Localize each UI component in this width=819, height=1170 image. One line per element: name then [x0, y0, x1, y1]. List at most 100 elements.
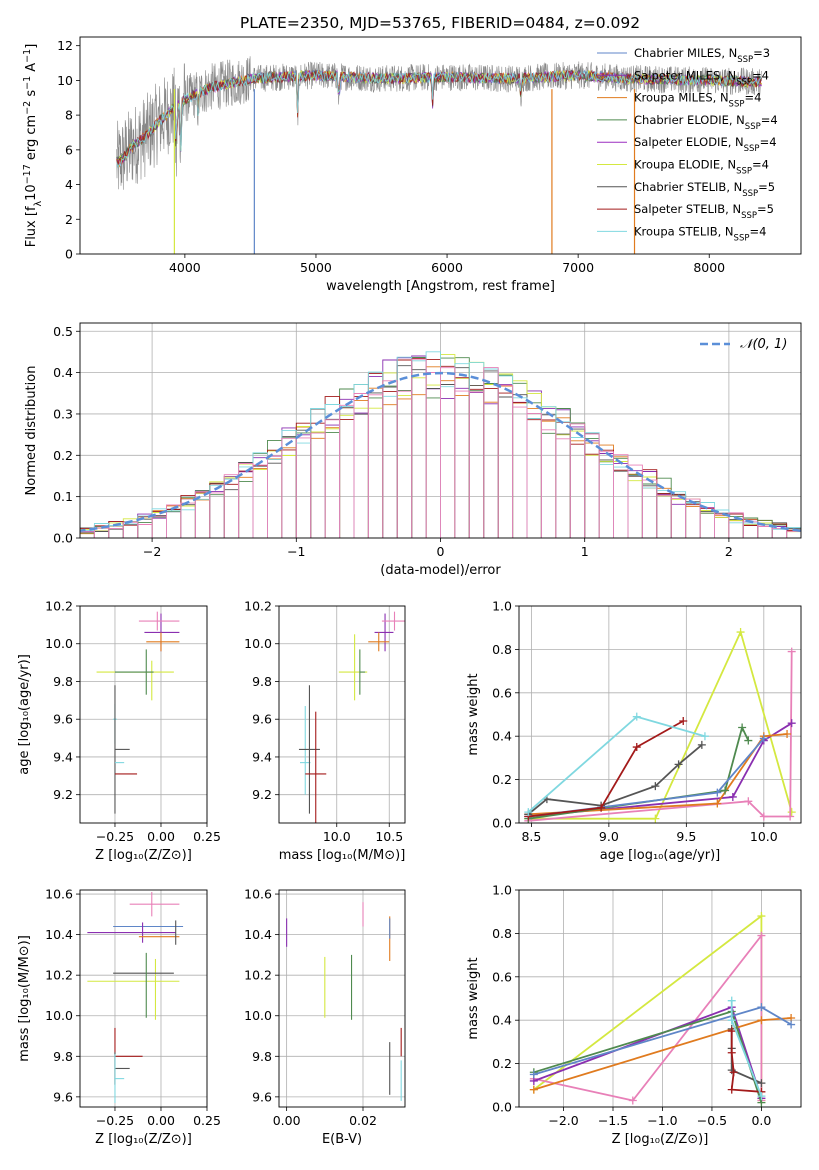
y-label-part: erg cm	[24, 115, 39, 164]
weight-marker	[787, 808, 796, 817]
y-tick-label: 0.5	[53, 324, 73, 339]
weight-marker	[757, 912, 766, 921]
weight-marker	[721, 786, 730, 795]
x-tick-label: −1.0	[647, 1113, 677, 1128]
figure-title: PLATE=2350, MJD=53765, FIBERID=0484, z=0…	[240, 14, 640, 32]
y-tick-label: 9.8	[53, 674, 73, 689]
weight-marker	[728, 792, 737, 801]
weight-marker	[787, 1020, 796, 1029]
y-tick-label: 10.0	[45, 1008, 73, 1023]
weight-series-3	[528, 733, 788, 816]
axes-spectrum: 4000 5000 6000 7000 8000 0 2 4 6 8 10 12	[57, 38, 725, 275]
y-label-part: 10	[24, 184, 39, 201]
y-tick-label: 10.6	[244, 887, 272, 902]
y-tick-label: 2	[65, 212, 73, 227]
weight-marker	[628, 1096, 637, 1105]
legend-count: =3	[753, 46, 770, 60]
model-spectrum-8	[116, 70, 762, 169]
legend-count: =4	[752, 158, 769, 172]
legend-subscript: SSP	[736, 167, 752, 177]
x-axis-label: Z [log₁₀(Z/Z⊙)]	[612, 1132, 709, 1147]
y-tick-label: 9.2	[53, 787, 73, 802]
x-tick-label: 4000	[169, 260, 201, 275]
weight-marker	[713, 799, 722, 808]
y-label-part: s	[24, 90, 39, 101]
y-tick-label: 0.4	[53, 365, 73, 380]
legend-gauss-label: 𝒩(0, 1)	[740, 337, 787, 352]
y-tick-label: 10.4	[244, 927, 272, 942]
weight-marker	[757, 931, 766, 940]
legend-subscript: SSP	[744, 144, 760, 154]
x-tick-label: 0.00	[147, 1113, 175, 1128]
x-tick-label: 0.00	[147, 829, 175, 844]
weight-marker	[729, 1068, 738, 1077]
y-label-part: A	[24, 63, 39, 76]
y-tick-label: 0.4	[492, 729, 512, 744]
y-tick-label: 0.0	[492, 1100, 512, 1115]
x-tick-label: −0.5	[697, 1113, 727, 1128]
x-tick-label: −1	[287, 544, 305, 559]
weight-series-2	[528, 722, 793, 818]
x-tick-label: 0.25	[193, 1113, 221, 1128]
weight-age-frame	[518, 605, 802, 824]
y-tick-label: 0.1	[53, 489, 73, 504]
weight-marker	[651, 814, 660, 823]
weight-marker	[757, 1016, 766, 1025]
age-mass-frame	[278, 605, 406, 824]
x-tick-label: 5000	[300, 260, 332, 275]
x-axis-label: mass [log₁₀(M/M⊙)]	[279, 848, 406, 863]
legend-count: =4	[752, 68, 769, 82]
y-axis-label: Normed distribution	[24, 366, 39, 496]
weight-marker	[727, 1016, 736, 1025]
axes-age-mass: 10.0 10.5 9.2 9.4 9.6 9.8 10.0 10.2	[244, 599, 405, 844]
weight-marker	[713, 788, 722, 797]
x-tick-label: 1	[581, 544, 589, 559]
weight-marker	[787, 647, 796, 656]
y-tick-label: 9.6	[53, 712, 73, 727]
legend-count: =4	[744, 91, 761, 105]
legend-subscript: SSP	[736, 77, 752, 87]
x-tick-label: −0.25	[96, 829, 134, 844]
legend-count: =4	[761, 113, 778, 127]
y-tick-label: 10.6	[45, 887, 73, 902]
y-tick-label: 9.2	[252, 787, 272, 802]
y-axis-label: Flux [fλ10−17 erg cm−2 s−1 A−1]	[22, 44, 44, 248]
y-tick-label: 10.0	[244, 636, 272, 651]
y-tick-label: 0	[65, 247, 73, 262]
legend-subscript: SSP	[734, 233, 750, 243]
legend-subscript: SSP	[745, 122, 761, 132]
weight-marker	[744, 736, 753, 745]
x-tick-label: −0.25	[96, 1113, 134, 1128]
weight-marker	[597, 803, 606, 812]
weight-marker	[757, 1079, 766, 1088]
weight-marker	[736, 628, 745, 637]
weight-marker	[679, 717, 688, 726]
weight-marker	[759, 734, 768, 743]
x-tick-label: 10.0	[323, 829, 351, 844]
x-axis-label: (data-model)/error	[380, 563, 501, 578]
y-tick-label: 1.0	[492, 883, 512, 898]
x-axis-label: wavelength [Angstrom, rest frame]	[326, 279, 555, 294]
y-axis-label: age [log₁₀(age/yr)]	[17, 654, 32, 775]
weight-marker	[783, 730, 792, 739]
y-label-part: Flux [f	[24, 206, 39, 247]
weight-marker	[786, 812, 795, 821]
x-tick-label: −1.5	[598, 1113, 628, 1128]
y-tick-label: 0.0	[492, 816, 512, 831]
y-axis-label: mass [log₁₀(M/M⊙)]	[17, 935, 32, 1062]
weight-marker	[738, 723, 747, 732]
y-label-part: −2	[22, 101, 33, 115]
plot-layer: 4000 5000 6000 7000 8000024681012wavelength …	[17, 36, 802, 1147]
y-label-part: ]	[24, 44, 39, 49]
model-spectrum-7	[116, 69, 763, 166]
y-tick-label: 8	[65, 108, 73, 123]
weight-marker	[529, 1070, 538, 1079]
y-tick-label: 9.4	[252, 749, 272, 764]
histogram-series-7	[80, 358, 801, 538]
x-axis-label: age [log₁₀(age/yr)]	[600, 848, 721, 863]
x-tick-label: 2	[725, 544, 733, 559]
weight-marker	[632, 743, 641, 752]
x-axis-label: Z [log₁₀(Z/Z⊙)]	[95, 1132, 192, 1147]
mass-ebv-frame	[278, 889, 406, 1108]
weight-marker	[744, 797, 753, 806]
